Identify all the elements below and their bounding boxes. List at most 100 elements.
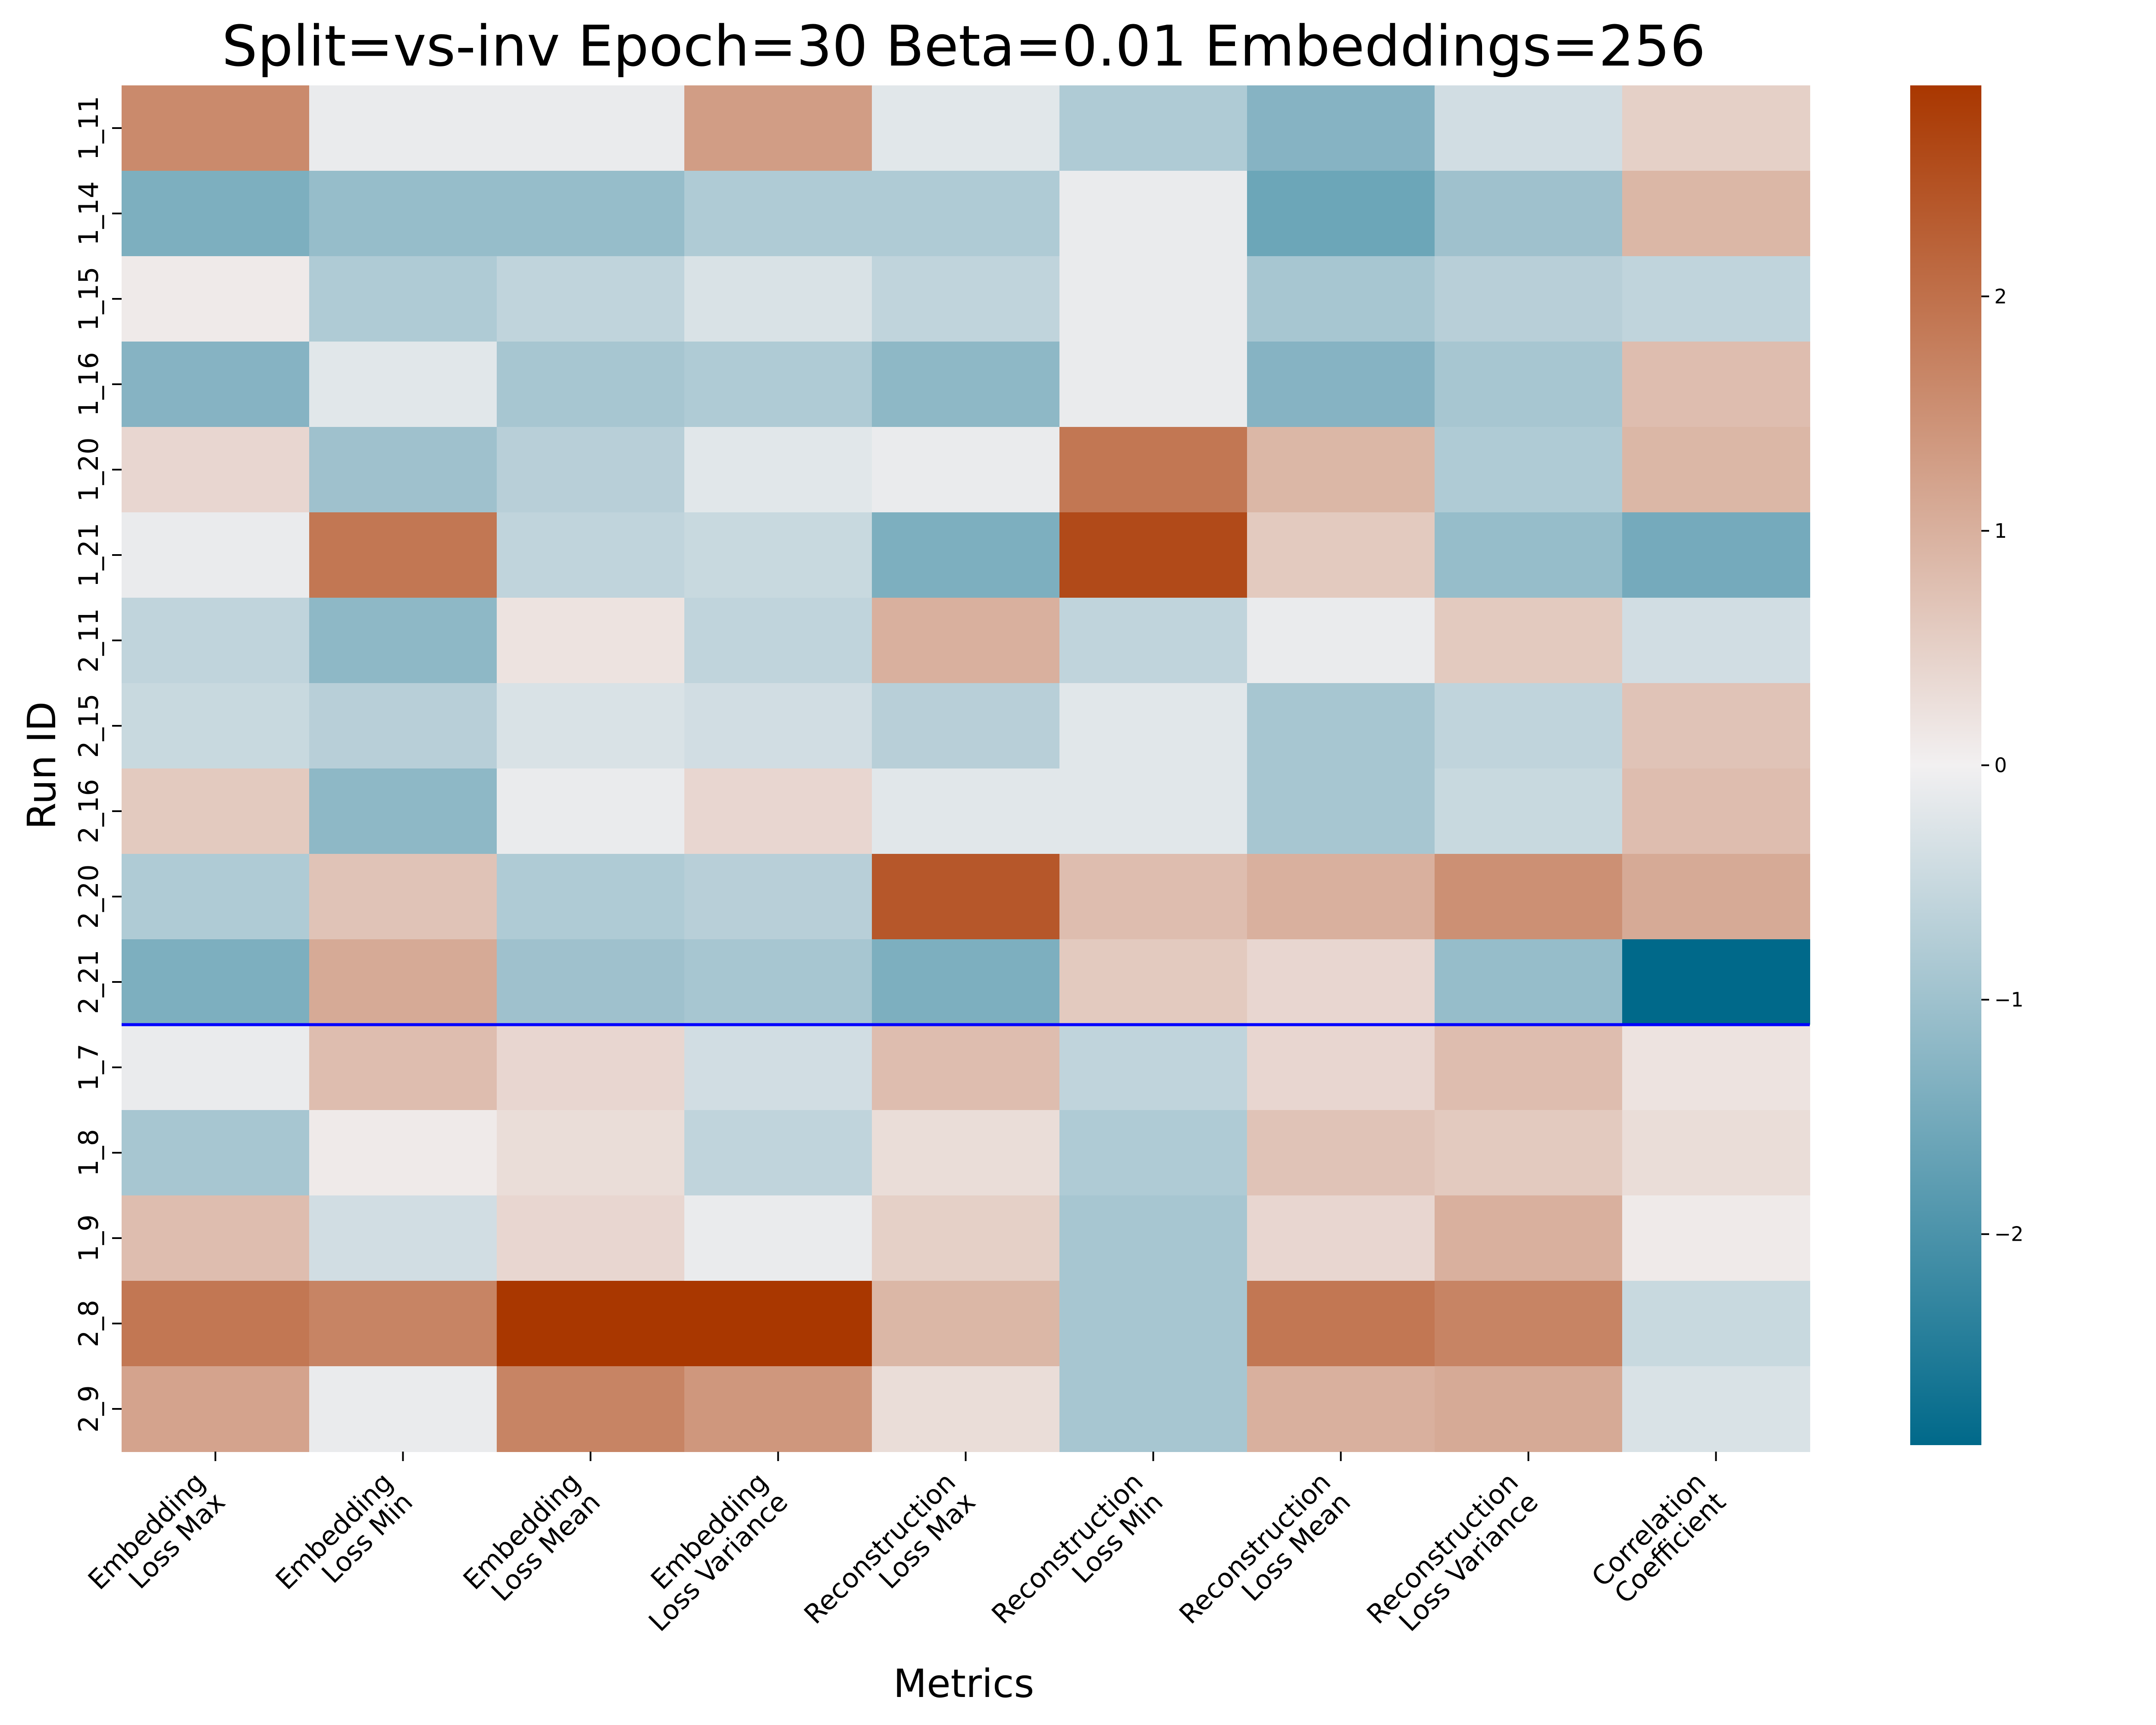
heatmap-cell [1435,1281,1623,1367]
heatmap-cell [309,598,497,684]
heatmap-cell [1059,854,1247,940]
heatmap-cell [1435,1366,1623,1452]
heatmap-cell [497,85,685,171]
heatmap-cell [1622,85,1810,171]
heatmap-cell [1247,512,1435,598]
heatmap-cell [872,683,1060,769]
heatmap-cell [1435,171,1623,257]
heatmap-cell [122,171,310,257]
x-tick-label: ReconstructionLoss Mean [1173,1466,1357,1650]
heatmap-cell [497,854,685,940]
heatmap-cell [1622,854,1810,940]
y-tick-label: 2_11 [73,608,104,672]
y-tick-label: 1_8 [73,1129,104,1176]
heatmap-cell [872,854,1060,940]
heatmap-cell [1059,598,1247,684]
heatmap-cell [497,1281,685,1367]
heatmap-cell [684,939,872,1025]
y-tick-label: 1_11 [73,96,104,160]
heatmap-cell [122,342,310,427]
heatmap-cell [684,342,872,427]
heatmap-cell [497,1110,685,1196]
heatmap-cell [1059,939,1247,1025]
heatmap-cell [1622,598,1810,684]
heatmap-cell [872,939,1060,1025]
heatmap-cell [684,171,872,257]
x-axis-label: Metrics [893,1661,1034,1706]
heatmap-cell [1435,683,1623,769]
heatmap-cell [309,85,497,171]
heatmap-cell [122,256,310,342]
y-tick-label: 1_16 [73,352,104,416]
heatmap-cell [1435,1110,1623,1196]
y-tick-label: 1_7 [73,1044,104,1091]
y-tick-label: 2_16 [73,779,104,843]
heatmap-cell [1247,1366,1435,1452]
y-tick-label: 1_9 [73,1214,104,1262]
heatmap-cell [309,171,497,257]
heatmap-cell [1247,1281,1435,1367]
heatmap-cell [872,1110,1060,1196]
y-tick-labels: 1_11 1_14 1_15 1_16 1_20 1_21 2_11 2_15 2_16 2_20… [73,96,122,1433]
x-tick-label: ReconstructionLoss Variance [1360,1466,1544,1650]
colorbar-tick-label: −2 [1994,1223,2024,1246]
heatmap-cell [497,939,685,1025]
heatmap-cell [1059,1195,1247,1281]
heatmap-cell [1622,1281,1810,1367]
heatmap-cell [1435,256,1623,342]
heatmap-cell [497,342,685,427]
x-tick-label: EmbeddingLoss Mean [457,1466,606,1615]
colorbar-tick-label: 0 [1994,754,2007,777]
heatmap-cell [122,683,310,769]
heatmap-cell [1059,768,1247,854]
heatmap-cell [497,171,685,257]
y-tick-label: 1_15 [73,267,104,331]
heatmap-cell [122,1025,310,1110]
heatmap-cell [1059,512,1247,598]
heatmap-cell [1622,171,1810,257]
y-axis-label: Run ID [19,701,65,829]
heatmap-cell [1622,342,1810,427]
heatmap-cell [122,1110,310,1196]
x-tick-label: ReconstructionLoss Max [798,1466,981,1650]
heatmap-cell [1622,1366,1810,1452]
y-tick-label: 2_15 [73,693,104,758]
x-tick-labels: EmbeddingLoss Max EmbeddingLoss Min Embedd… [82,1452,1732,1650]
heatmap-cell [872,1025,1060,1110]
heatmap-cell [872,1281,1060,1367]
heatmap-cell [309,1195,497,1281]
colorbar-tick-label: 2 [1994,285,2007,308]
chart-title: Split=vs-inv Epoch=30 Beta=0.01 Embeddin… [222,13,1706,79]
heatmap-cell [684,1195,872,1281]
heatmap-cell [1622,683,1810,769]
heatmap-cell [684,427,872,513]
heatmap-cell [309,854,497,940]
heatmap-cell [872,256,1060,342]
heatmap-cell [872,598,1060,684]
heatmap-cell [872,171,1060,257]
heatmap-cell [122,85,310,171]
heatmap-cell [1059,85,1247,171]
heatmap-cell [684,768,872,854]
heatmap-cell [122,768,310,854]
heatmap-cell [1247,768,1435,854]
heatmap-cell [497,598,685,684]
y-tick-label: 1_20 [73,437,104,502]
x-tick-label: ReconstructionLoss Min [985,1466,1169,1650]
heatmap-cell [309,1366,497,1452]
heatmap-cell [1622,1110,1810,1196]
heatmap-cell [122,1366,310,1452]
heatmap-cell [1435,768,1623,854]
heatmap-cell [1622,1195,1810,1281]
heatmap-cell [1435,598,1623,684]
heatmap-cell [309,1110,497,1196]
heatmap-cell [1247,171,1435,257]
heatmap-cell [872,342,1060,427]
heatmap-cell [872,1195,1060,1281]
heatmap-cell [497,1025,685,1110]
heatmap-cell [684,1281,872,1367]
x-tick-label: EmbeddingLoss Max [82,1466,231,1615]
x-tick-label: CorrelationCoefficient [1586,1466,1732,1612]
heatmap-cell [1247,598,1435,684]
colorbar-tick-label: 1 [1994,519,2007,543]
